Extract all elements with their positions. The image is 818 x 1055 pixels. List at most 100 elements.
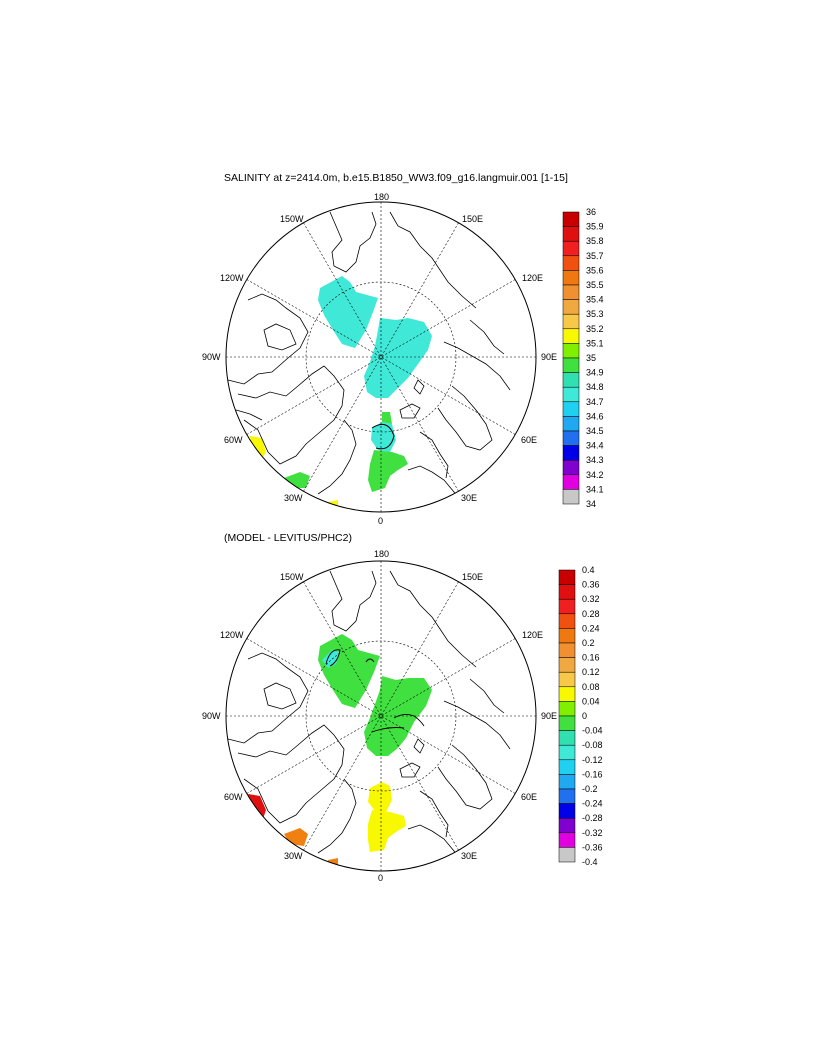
anomaly-region-fram-yellow	[368, 782, 392, 812]
colorbar-swatch	[558, 657, 576, 673]
bottom-label-90w: 90W	[202, 711, 221, 721]
colorbar-tick-label: 35	[586, 353, 596, 363]
salinity-region-labrador	[284, 472, 310, 488]
colorbar-tick-label: -0.36	[582, 842, 603, 852]
top-panel-title: SALINITY at z=2414.0m, b.e15.B1850_WW3.f…	[224, 172, 568, 184]
colorbar-swatch	[562, 474, 580, 490]
top-label-150e: 150E	[462, 214, 483, 224]
top-label-120e: 120E	[522, 273, 543, 283]
colorbar-swatch	[558, 759, 576, 775]
colorbar-tick-label: 0.4	[582, 565, 595, 575]
colorbar-swatch	[558, 715, 576, 731]
colorbar-swatch	[558, 701, 576, 717]
colorbar-swatch	[562, 357, 580, 373]
top-label-0: 0	[378, 516, 383, 526]
salinity-region-norwegian-sea	[368, 450, 408, 492]
bottom-panel-title: (MODEL - LEVITUS/PHC2)	[224, 532, 352, 544]
colorbar-swatch	[562, 328, 580, 344]
colorbar-tick-label: 0.04	[582, 696, 600, 706]
colorbar-tick-label: 35.6	[586, 265, 604, 275]
top-label-60e: 60E	[521, 435, 537, 445]
colorbar-swatch	[558, 671, 576, 688]
bottom-label-30w: 30W	[284, 851, 303, 861]
colorbar-swatch	[558, 569, 576, 585]
colorbar-tick-label: 34.3	[586, 455, 604, 465]
colorbar-tick-label: 0.36	[582, 580, 600, 590]
salinity-region-greenland-sea	[382, 412, 392, 424]
colorbar-swatch	[562, 226, 580, 242]
top-colorbar: 36 35.9 35.8 35.7 35.6 35.5 35.4 35.3 35.2 35.1 35…	[562, 207, 604, 509]
colorbar-tick-label: -0.4	[582, 857, 598, 867]
colorbar-swatch	[558, 774, 576, 790]
bottom-label-120e: 120E	[522, 630, 543, 640]
colorbar-swatch	[558, 803, 576, 819]
colorbar-swatch	[558, 817, 576, 834]
colorbar-swatch	[562, 445, 580, 461]
colorbar-swatch	[562, 270, 580, 286]
colorbar-swatch	[558, 847, 576, 863]
colorbar-swatch	[562, 372, 580, 388]
bottom-label-90e: 90E	[541, 711, 557, 721]
colorbar-tick-label: -0.12	[582, 755, 603, 765]
colorbar-tick-label: 0.24	[582, 623, 600, 633]
top-label-90e: 90E	[541, 352, 557, 362]
colorbar-tick-label: 34.7	[586, 397, 604, 407]
top-lon-labels: 180 150W 150E 120W 120E 90W 90E 60W 60E …	[202, 192, 557, 526]
bottom-lon-labels: 180 150W 150E 120W 120E 90W 90E 60W 60E …	[202, 549, 557, 883]
bottom-coastlines	[227, 570, 511, 864]
colorbar-swatch	[558, 744, 576, 761]
colorbar-tick-label: -0.04	[582, 726, 603, 736]
colorbar-tick-label: 34.1	[586, 484, 604, 494]
colorbar-tick-label: 35.4	[586, 295, 604, 305]
colorbar-swatch	[558, 730, 576, 746]
bottom-label-150w: 150W	[280, 572, 304, 582]
colorbar-tick-label: 34.4	[586, 441, 604, 451]
anomaly-region-baffin-red	[248, 794, 266, 822]
colorbar-tick-label: 34	[586, 499, 596, 509]
colorbar-tick-label: 35.1	[586, 338, 604, 348]
top-label-150w: 150W	[280, 214, 304, 224]
colorbar-swatch	[558, 788, 576, 804]
bottom-label-60e: 60E	[521, 792, 537, 802]
bottom-label-180: 180	[374, 549, 389, 559]
top-label-30e: 30E	[461, 493, 477, 503]
bottom-colorbar: 0.4 0.36 0.32 0.28 0.24 0.2 0.16 0.12 0.08 0.04 0 -…	[558, 565, 603, 867]
colorbar-swatch	[562, 401, 580, 417]
colorbar-tick-label: 34.9	[586, 368, 604, 378]
salinity-region-canada-basin	[318, 276, 378, 348]
colorbar-tick-label: 0.2	[582, 638, 595, 648]
colorbar-tick-label: 0.28	[582, 609, 600, 619]
top-map-boundary	[225, 201, 537, 513]
bottom-label-30e: 30E	[461, 851, 477, 861]
colorbar-tick-label: 35.9	[586, 222, 604, 232]
colorbar-tick-label: -0.08	[582, 740, 603, 750]
top-coastlines	[227, 211, 511, 505]
colorbar-swatch	[562, 255, 580, 271]
colorbar-tick-label: 35.8	[586, 236, 604, 246]
colorbar-swatch	[558, 832, 576, 848]
colorbar-tick-label: 0	[582, 711, 587, 721]
colorbar-swatch	[562, 211, 580, 227]
colorbar-swatch	[562, 459, 580, 476]
colorbar-swatch	[562, 299, 580, 315]
colorbar-tick-label: 0.12	[582, 667, 600, 677]
colorbar-tick-label: 34.2	[586, 470, 604, 480]
colorbar-swatch	[558, 642, 576, 658]
colorbar-swatch	[558, 584, 576, 600]
colorbar-tick-label: 34.6	[586, 411, 604, 421]
colorbar-swatch	[562, 343, 580, 359]
colorbar-tick-label: 35.5	[586, 280, 604, 290]
colorbar-tick-label: -0.24	[582, 799, 603, 809]
colorbar-swatch	[558, 686, 576, 702]
top-label-30w: 30W	[284, 493, 303, 503]
colorbar-tick-label: -0.2	[582, 784, 598, 794]
colorbar-swatch	[562, 416, 580, 432]
colorbar-tick-label: 35.7	[586, 251, 604, 261]
colorbar-tick-label: -0.16	[582, 769, 603, 779]
bottom-map-boundary	[225, 560, 537, 872]
colorbar-swatch	[562, 313, 580, 330]
colorbar-swatch	[562, 386, 580, 403]
colorbar-tick-label: 0.32	[582, 594, 600, 604]
colorbar-swatch	[558, 598, 576, 615]
anomaly-region-norwegian-yellow	[368, 810, 406, 852]
